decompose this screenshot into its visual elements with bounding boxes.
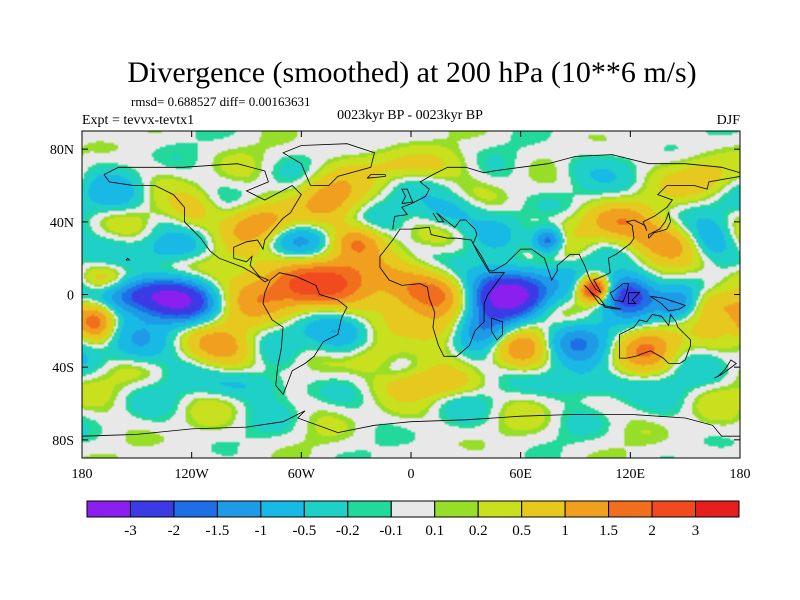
period-text: 0023kyr BP - 0023kyr BP: [337, 108, 483, 123]
colorbar-swatch: [129, 500, 175, 518]
colorbar-swatch: [260, 500, 305, 518]
coastline-path: [379, 226, 506, 357]
colorbar-label: 3: [692, 523, 700, 539]
y-tick-label: 80N: [50, 143, 74, 158]
colorbar: -3 -2 -1.5 -1 -0.5 -0.2 -0.1 0.1 0.2 0.5 1 1.5 2 3: [86, 500, 740, 539]
coastline-path: [282, 143, 375, 186]
x-tick-label: 120E: [616, 467, 646, 482]
coastlines: [81, 143, 741, 437]
coastline-path: [81, 410, 740, 437]
coastline-path: [125, 257, 131, 261]
colorbar-label: -2: [168, 523, 181, 539]
coastline-path: [366, 174, 386, 179]
coastline-path: [619, 313, 691, 364]
coastline-path: [432, 176, 741, 294]
season-text: DJF: [717, 113, 741, 128]
colorbar-swatch: [521, 500, 566, 518]
colorbar-swatch: [347, 500, 392, 518]
coastline-path: [628, 292, 641, 304]
coastline-path: [648, 211, 671, 239]
colorbar-swatch: [86, 500, 131, 518]
colorbar-swatch: [303, 500, 349, 518]
colorbar-swatch: [608, 500, 653, 518]
colorbar-label: 0.2: [469, 523, 488, 539]
coastline-path: [602, 305, 622, 310]
x-tick-label: 180: [72, 467, 93, 482]
coastline-path: [650, 295, 687, 312]
x-axis-ticks: 180 120W 60W 0 60E 120E 180: [72, 131, 751, 482]
coastline-path: [401, 188, 414, 205]
colorbar-swatch: [564, 500, 610, 518]
colorbar-label: -1: [255, 523, 268, 539]
coastline-path: [609, 283, 629, 303]
coastline-path: [491, 317, 503, 341]
x-tick-label: 60W: [288, 467, 316, 482]
map-panel: [81, 130, 741, 459]
coastline-path: [714, 359, 737, 379]
y-axis-ticks: 80N 40N 0 40S 80S: [50, 143, 740, 449]
y-tick-label: 40S: [52, 361, 74, 376]
x-tick-label: 0: [408, 467, 415, 482]
y-tick-label: 0: [67, 289, 74, 304]
colorbar-swatch: [477, 500, 523, 518]
chart-title: Divergence (smoothed) at 200 hPa (10**6 …: [127, 56, 696, 89]
coastline-path: [262, 272, 348, 396]
x-tick-label: 120W: [175, 467, 210, 482]
colorbar-swatch: [390, 500, 436, 518]
colorbar-label: 2: [648, 523, 656, 539]
colorbar-label: 1.5: [599, 523, 618, 539]
stats-text: rmsd= 0.688527 diff= 0.00163631: [131, 94, 310, 109]
coastline-path: [392, 154, 741, 230]
coastline-path: [584, 285, 606, 307]
colorbar-label: -3: [124, 523, 137, 539]
colorbar-label: -0.1: [379, 523, 403, 539]
colorbar-label: -1.5: [206, 523, 230, 539]
colorbar-swatch: [695, 500, 740, 518]
colorbar-swatch: [651, 500, 697, 518]
colorbar-label: 0.5: [512, 523, 531, 539]
x-tick-label: 60E: [509, 467, 532, 482]
y-tick-label: 40N: [50, 216, 74, 231]
colorbar-label: 0.1: [425, 523, 444, 539]
colorbar-label: 1: [561, 523, 569, 539]
colorbar-swatch: [173, 500, 218, 518]
colorbar-swatch: [216, 500, 262, 518]
coastline-path: [103, 163, 302, 283]
colorbar-label: -0.5: [292, 523, 316, 539]
experiment-text: Expt = tevvx-tevtx1: [82, 113, 194, 128]
colorbar-label: -0.2: [336, 523, 360, 539]
x-tick-label: 180: [730, 467, 751, 482]
divergence-field: [82, 131, 740, 458]
colorbar-swatch: [434, 500, 479, 518]
y-tick-label: 80S: [52, 434, 74, 449]
